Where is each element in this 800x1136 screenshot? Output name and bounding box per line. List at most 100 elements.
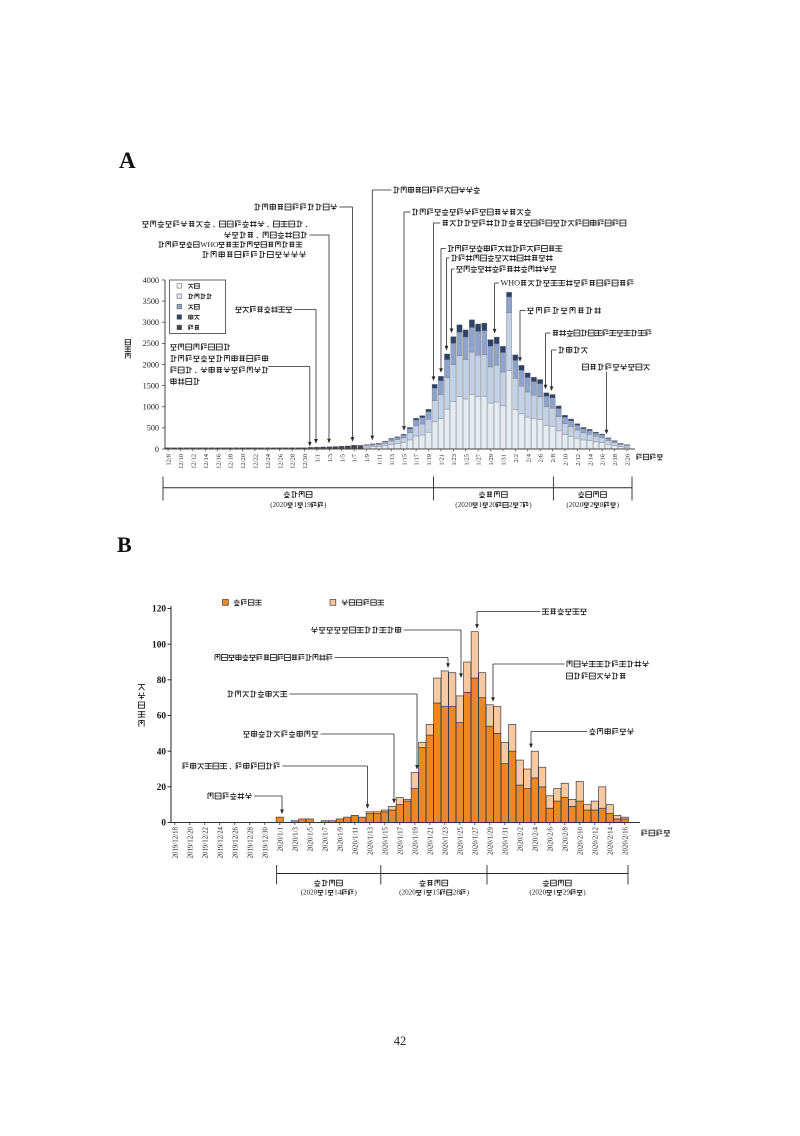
svg-text:2: 2 [509,501,513,509]
svg-text:1/19: 1/19 [426,454,433,466]
svg-text:7: 7 [519,501,523,509]
svg-text:2000: 2000 [143,360,159,369]
svg-text:8: 8 [600,501,604,509]
svg-text:12/30: 12/30 [302,454,309,469]
svg-text:120: 120 [152,605,166,615]
svg-text:2020/1/25: 2020/1/25 [458,826,465,855]
svg-text:2020/1/21: 2020/1/21 [428,826,435,855]
svg-text:2019/12/24: 2019/12/24 [218,826,225,858]
svg-text:2020/2/14: 2020/2/14 [608,826,615,855]
svg-text:2019/12/26: 2019/12/26 [233,826,240,858]
svg-text:12/8: 12/8 [166,454,173,466]
svg-text:2020/2/16: 2020/2/16 [623,826,630,855]
svg-text:60: 60 [157,712,167,722]
svg-text:1500: 1500 [143,381,159,390]
svg-text:2/18: 2/18 [612,454,619,466]
svg-text:12/22: 12/22 [253,454,260,469]
svg-text:1/21: 1/21 [439,454,446,466]
svg-text:2020/2/12: 2020/2/12 [593,826,600,855]
svg-text:40: 40 [157,747,167,757]
svg-text:A: A [119,148,136,173]
svg-text:20: 20 [489,501,497,509]
svg-text:1/13: 1/13 [389,454,396,466]
svg-text:2/4: 2/4 [525,453,532,462]
svg-text:2020/1/7: 2020/1/7 [323,826,330,851]
svg-text:2020/1/23: 2020/1/23 [443,826,450,855]
svg-text:2/14: 2/14 [587,453,594,465]
svg-text:2/12: 2/12 [575,454,582,466]
svg-text:80: 80 [157,676,167,686]
svg-text:2020/1/13: 2020/1/13 [368,826,375,855]
svg-text:2020/1/29: 2020/1/29 [488,826,495,855]
svg-text:12/18: 12/18 [228,454,235,469]
svg-text:1/1: 1/1 [315,454,322,462]
svg-text:2020/2/4: 2020/2/4 [533,826,540,851]
svg-text:2019/12/22: 2019/12/22 [203,826,210,858]
svg-text:1/23: 1/23 [451,454,458,466]
svg-text:2020/1/5: 2020/1/5 [308,826,315,851]
svg-text:29: 29 [563,889,571,897]
svg-text:2019/12/28: 2019/12/28 [248,826,255,858]
svg-text:2019/12/18: 2019/12/18 [173,826,180,858]
svg-text:4000: 4000 [143,276,159,285]
svg-text:2020/2/6: 2020/2/6 [548,826,555,851]
svg-text:2020/1/15: 2020/1/15 [383,826,390,855]
svg-text:19: 19 [304,501,312,509]
svg-text:2020/1/19: 2020/1/19 [413,826,420,855]
svg-text:(2020: (2020 [301,889,318,897]
svg-text:2020/1/9: 2020/1/9 [338,826,345,851]
svg-text:20: 20 [157,783,167,793]
svg-text:1/15: 1/15 [401,454,408,466]
svg-text:12/12: 12/12 [191,454,198,469]
svg-text:12/26: 12/26 [277,453,284,469]
svg-text:500: 500 [147,424,159,433]
svg-text:1/27: 1/27 [476,453,483,465]
svg-text:28: 28 [453,889,461,897]
svg-text:3500: 3500 [143,297,159,306]
svg-text:1/3: 1/3 [327,454,334,462]
svg-text:1/7: 1/7 [352,453,359,462]
svg-text:2020/2/2: 2020/2/2 [518,826,525,851]
svg-text:2020/2/8: 2020/2/8 [563,826,570,851]
svg-text:2/6: 2/6 [538,453,545,462]
svg-text:2020/2/10: 2020/2/10 [578,826,585,855]
svg-text:B: B [117,532,132,557]
svg-text:100: 100 [152,640,166,650]
svg-text:(2020: (2020 [529,889,546,897]
svg-text:1/31: 1/31 [501,454,508,466]
svg-text:0: 0 [161,819,166,829]
svg-text:42: 42 [394,1034,407,1048]
svg-text:2500: 2500 [143,339,159,348]
svg-text:2/10: 2/10 [563,454,570,466]
svg-text:1: 1 [553,889,557,897]
svg-text:1/9: 1/9 [364,454,371,462]
svg-text:2: 2 [590,501,594,509]
svg-text:0: 0 [155,445,159,454]
svg-text:1: 1 [324,889,328,897]
svg-text:WHO: WHO [200,240,219,249]
svg-text:2020/1/3: 2020/1/3 [293,826,300,851]
svg-text:2020/1/27: 2020/1/27 [473,826,480,855]
svg-text:2020/1/11: 2020/1/11 [353,826,360,854]
svg-text:(2020: (2020 [270,501,287,509]
svg-text:2019/12/20: 2019/12/20 [188,826,195,858]
svg-text:12/10: 12/10 [178,454,185,469]
svg-text:2/2: 2/2 [513,454,520,462]
svg-text:2/16: 2/16 [600,453,607,465]
svg-text:1/17: 1/17 [414,453,421,465]
svg-text:WHO: WHO [501,279,521,288]
svg-text:2020/1/1: 2020/1/1 [278,826,285,851]
svg-text:(2020: (2020 [455,501,472,509]
svg-text:1000: 1000 [143,403,159,412]
svg-text:2/20: 2/20 [625,454,632,466]
svg-text:12/14: 12/14 [203,453,210,469]
svg-text:2/8: 2/8 [550,454,557,462]
svg-text:2020/1/17: 2020/1/17 [398,826,405,855]
svg-text:1/25: 1/25 [463,454,470,466]
svg-text:1: 1 [422,889,426,897]
svg-text:3000: 3000 [143,318,159,327]
svg-text:14: 14 [334,889,342,897]
svg-text:1/5: 1/5 [339,454,346,462]
svg-text:2019/12/30: 2019/12/30 [263,826,270,858]
svg-text:(2020: (2020 [566,501,583,509]
